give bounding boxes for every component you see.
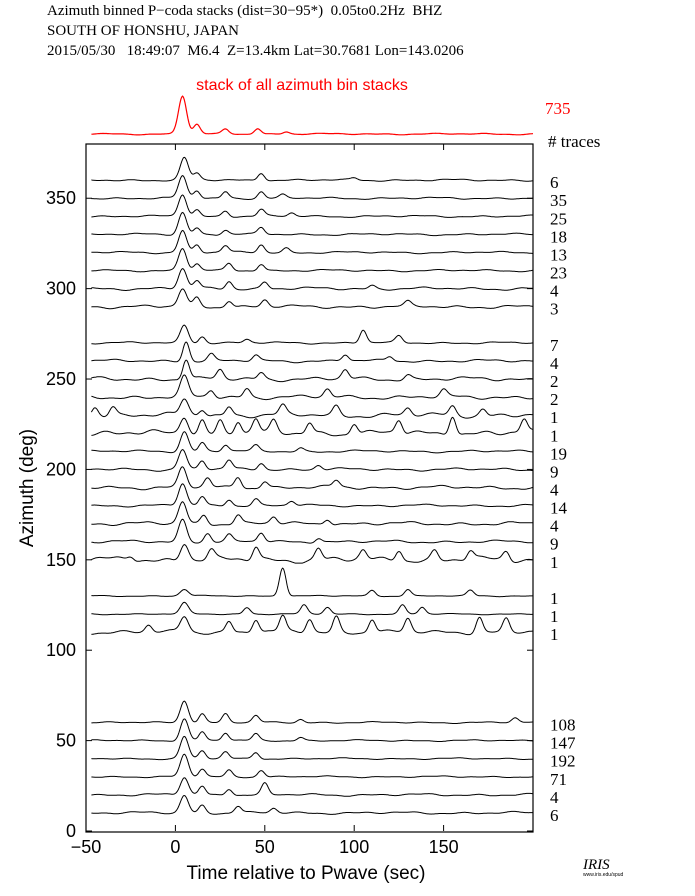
trace-line xyxy=(91,416,534,437)
y-tick-label: 150 xyxy=(46,550,76,570)
trace-line xyxy=(91,194,533,218)
y-tick-label: 250 xyxy=(46,369,76,389)
trace-count: 1 xyxy=(550,408,559,427)
count-header: # traces xyxy=(548,132,600,151)
trace-count: 25 xyxy=(550,209,567,228)
stack-label: stack of all azimuth bin stacks xyxy=(196,77,408,94)
trace-line xyxy=(91,544,534,564)
logo-subtext: www.iris.edu/spud xyxy=(583,872,624,878)
logo-text: IRIS xyxy=(583,857,610,873)
trace-line xyxy=(91,211,533,237)
trace-count: 147 xyxy=(550,734,576,753)
trace-count: 9 xyxy=(550,462,559,481)
trace-count: 71 xyxy=(550,770,567,789)
event-region: SOUTH OF HONSHU, JAPAN xyxy=(47,23,239,39)
trace-line xyxy=(91,753,534,779)
trace-count: 13 xyxy=(550,245,567,264)
trace-count: 7 xyxy=(550,336,559,355)
x-tick-label: 150 xyxy=(429,837,459,857)
traces: 6352518132343742211199414491111108147192… xyxy=(90,156,576,825)
trace-line xyxy=(91,341,534,364)
trace-count: 4 xyxy=(550,354,559,373)
trace-count: 9 xyxy=(550,535,559,554)
trace-line xyxy=(90,398,533,419)
y-tick-label: 350 xyxy=(46,188,76,208)
trace-line xyxy=(91,359,534,383)
trace-line xyxy=(91,700,533,724)
trace-count: 1 xyxy=(550,589,559,608)
trace-line xyxy=(91,248,534,273)
x-tick-label: 100 xyxy=(339,837,369,857)
trace-line xyxy=(91,567,534,598)
trace-count: 1 xyxy=(550,426,559,445)
y-tick-label: 0 xyxy=(66,821,76,841)
trace-count: 4 xyxy=(550,517,559,536)
trace-line xyxy=(91,288,534,310)
y-tick-label: 200 xyxy=(46,459,76,479)
trace-count: 4 xyxy=(550,788,559,807)
x-axis-label: Time relative to Pwave (sec) xyxy=(187,863,426,884)
trace-count: 4 xyxy=(550,481,559,500)
trace-count: 1 xyxy=(550,625,559,644)
stack-panel: stack of all azimuth bin stacks 735 # tr… xyxy=(91,77,600,151)
event-info: 2015/05/30 18:49:07 M6.4 Z=13.4km Lat=30… xyxy=(47,43,464,59)
trace-count: 23 xyxy=(550,264,567,283)
trace-count: 19 xyxy=(550,444,567,463)
trace-count: 2 xyxy=(550,390,559,409)
trace-count: 192 xyxy=(550,752,576,771)
trace-count: 1 xyxy=(550,607,559,626)
trace-line xyxy=(91,449,533,472)
trace-count: 1 xyxy=(550,553,559,572)
y-tick-label: 300 xyxy=(46,279,76,299)
iris-logo: IRIS www.iris.edu/spud xyxy=(583,856,623,878)
trace-line xyxy=(91,794,533,815)
trace-count: 6 xyxy=(550,806,559,825)
trace-line xyxy=(91,229,534,255)
trace-line xyxy=(91,156,534,182)
trace-line xyxy=(91,501,534,526)
trace-line xyxy=(91,614,533,636)
stack-trace xyxy=(91,95,533,136)
trace-line xyxy=(91,374,534,401)
x-tick-label: 0 xyxy=(170,837,180,857)
trace-count: 35 xyxy=(550,191,567,210)
trace-count: 2 xyxy=(550,372,559,391)
y-tick-label: 50 xyxy=(56,731,76,751)
trace-line xyxy=(91,466,534,491)
trace-count: 18 xyxy=(550,227,567,246)
y-tick-label: 100 xyxy=(46,640,76,660)
trace-line xyxy=(91,324,534,345)
x-tick-label: −50 xyxy=(71,837,102,857)
trace-count: 14 xyxy=(550,499,568,518)
trace-line xyxy=(91,735,533,761)
trace-line xyxy=(91,175,533,200)
trace-line xyxy=(91,777,534,797)
trace-count: 4 xyxy=(550,282,559,301)
trace-count: 6 xyxy=(550,173,559,192)
trace-line xyxy=(91,718,534,742)
trace-count: 108 xyxy=(550,716,576,735)
y-axis-label: Azimuth (deg) xyxy=(17,429,38,547)
stack-count: 735 xyxy=(545,99,571,118)
x-tick-label: 50 xyxy=(255,837,275,857)
trace-line xyxy=(91,518,534,544)
plot-frame xyxy=(85,143,534,833)
trace-line xyxy=(91,601,533,616)
trace-line xyxy=(91,483,534,508)
chart-title: Azimuth binned P−coda stacks (dist=30−95… xyxy=(47,3,443,19)
trace-count: 3 xyxy=(550,300,559,319)
trace-line xyxy=(91,431,534,454)
trace-line xyxy=(91,268,533,291)
